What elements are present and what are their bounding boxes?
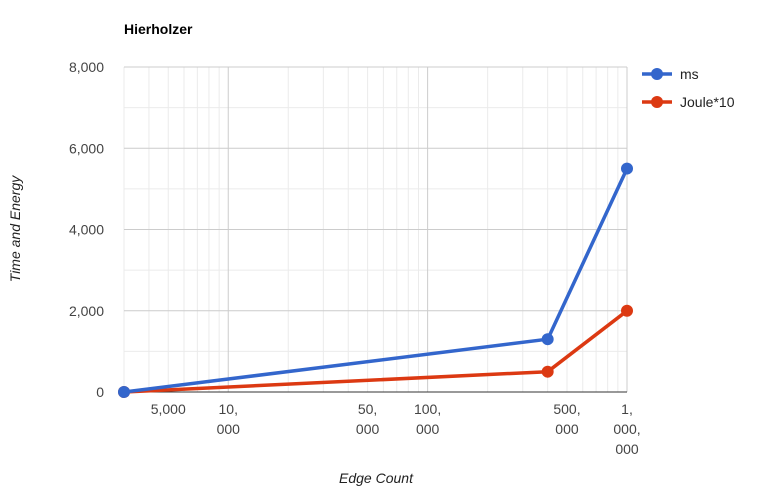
x-tick-label: 50, 000: [356, 401, 380, 437]
x-tick-label: 10, 000: [217, 401, 241, 437]
grid: [123, 66, 628, 392]
legend-swatch-dot: [651, 96, 663, 108]
x-tick-label: 100, 000: [414, 401, 441, 437]
x-tick-label: 5,000: [151, 401, 186, 417]
legend-label: ms: [680, 66, 699, 82]
y-tick-label: 2,000: [69, 303, 104, 319]
y-tick-label: 6,000: [69, 140, 104, 156]
legend: ms Joule*10: [642, 66, 735, 110]
x-axis-title: Edge Count: [339, 470, 414, 486]
series-layer: [118, 162, 633, 398]
data-point: [541, 333, 554, 346]
y-tick-label: 8,000: [69, 59, 104, 75]
data-point: [118, 386, 130, 398]
chart-title: Hierholzer: [124, 21, 193, 37]
data-point: [621, 304, 633, 317]
legend-label: Joule*10: [680, 94, 735, 110]
series-line: [123, 167, 629, 394]
legend-swatch-dot: [651, 68, 663, 80]
y-tick-label: 4,000: [69, 222, 104, 238]
data-point: [621, 162, 633, 175]
tick-labels: 0 2,000 4,000 6,000 8,000 5,000 10, 000 50, 000 10…: [69, 59, 641, 457]
y-tick-label: 0: [96, 384, 104, 400]
x-tick-label: 1, 000, 000: [613, 401, 640, 457]
data-point: [541, 365, 554, 378]
y-axis-title: Time and Energy: [7, 175, 23, 282]
x-tick-label: 500, 000: [553, 401, 580, 437]
